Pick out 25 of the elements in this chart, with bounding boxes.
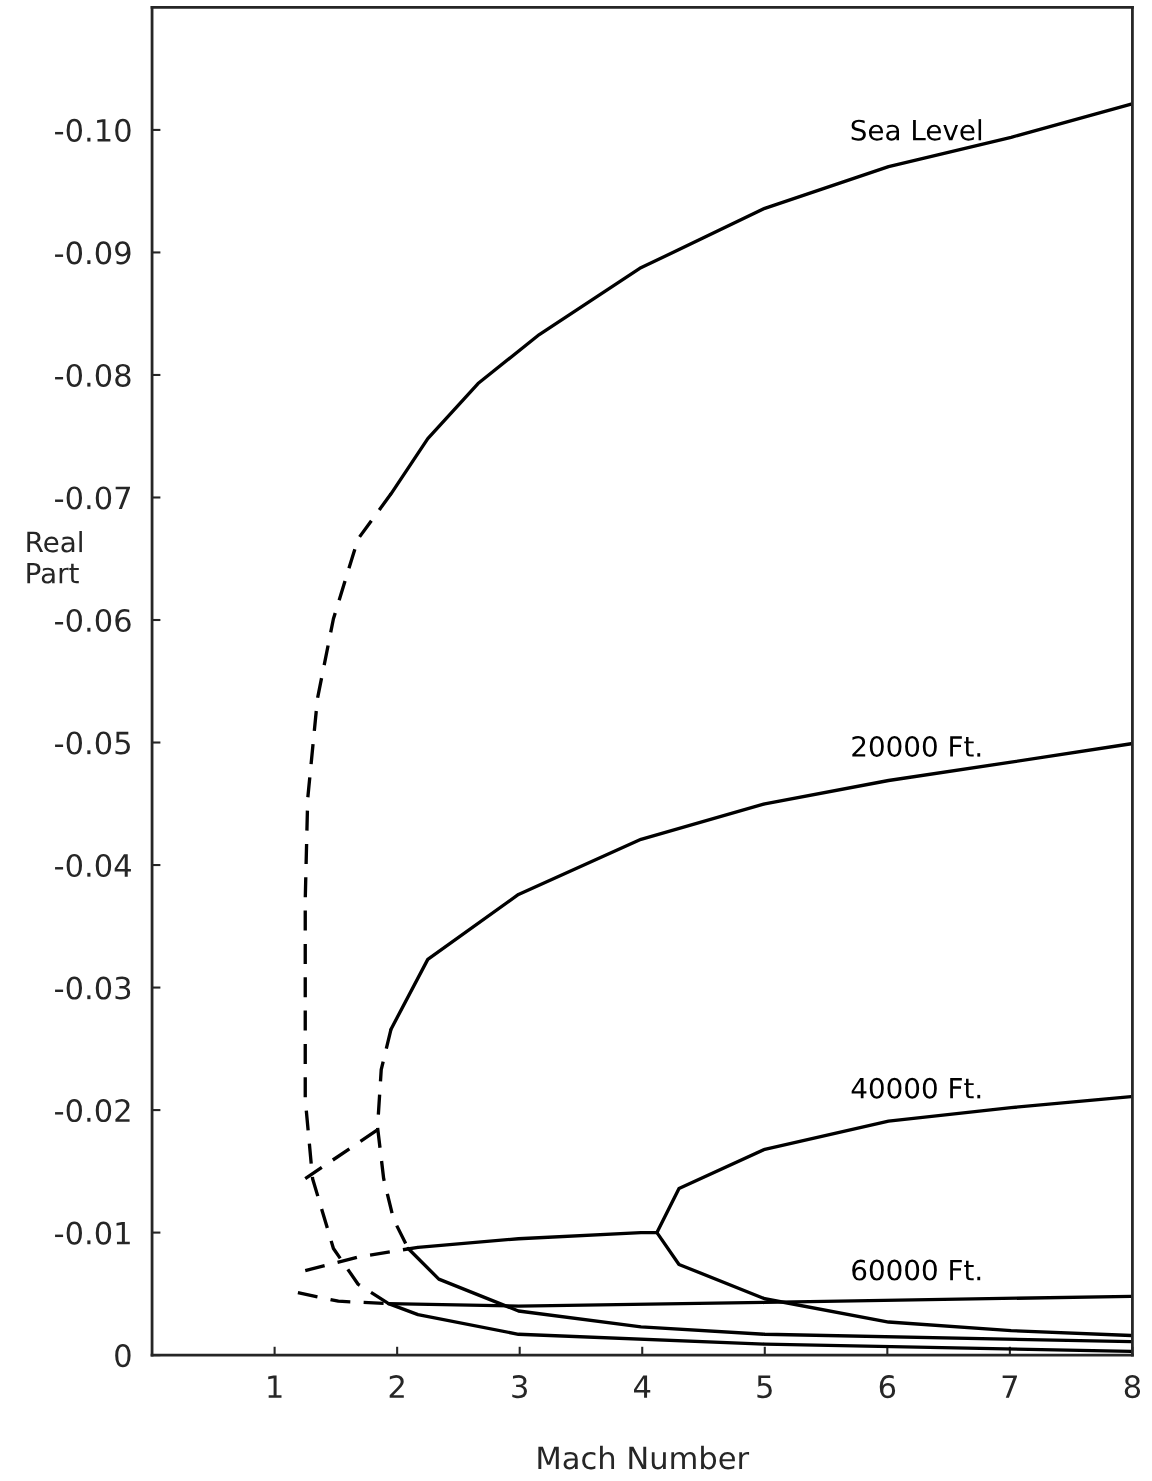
x-tick-label: 6 <box>879 1375 896 1399</box>
x-axis-title: Mach Number <box>538 1445 750 1470</box>
y-tick-label: -0.08 <box>55 363 131 388</box>
series-label: 40000 Ft. <box>851 1077 981 1099</box>
x-tick-label: 1 <box>268 1375 282 1398</box>
y-tick-label: -0.07 <box>55 486 131 510</box>
y-tick-label: -0.04 <box>55 853 131 878</box>
x-tick-label: 4 <box>634 1375 651 1398</box>
x-tick-label: 8 <box>1124 1375 1141 1399</box>
y-tick-label: -0.05 <box>55 731 130 755</box>
series-label: 60000 Ft. <box>852 1259 981 1281</box>
y-tick-label: -0.02 <box>55 1099 130 1123</box>
series-label: Sea Level <box>851 119 982 141</box>
x-tick-label: 3 <box>512 1375 527 1399</box>
series-label: 20000 Ft. <box>852 735 981 757</box>
x-tick-label: 5 <box>757 1375 772 1399</box>
y-tick-label: -0.10 <box>55 118 131 142</box>
y-tick-label: -0.01 <box>55 1221 130 1245</box>
y-tick-label: -0.09 <box>55 241 131 265</box>
x-tick-label: 2 <box>389 1375 404 1398</box>
x-tick-label: 7 <box>1002 1375 1017 1398</box>
y-tick-label: 0 <box>115 1344 131 1368</box>
y-tick-label: -0.03 <box>55 976 131 1000</box>
y-tick-label: -0.06 <box>55 608 131 633</box>
y-axis-title: Real Part <box>27 530 82 584</box>
